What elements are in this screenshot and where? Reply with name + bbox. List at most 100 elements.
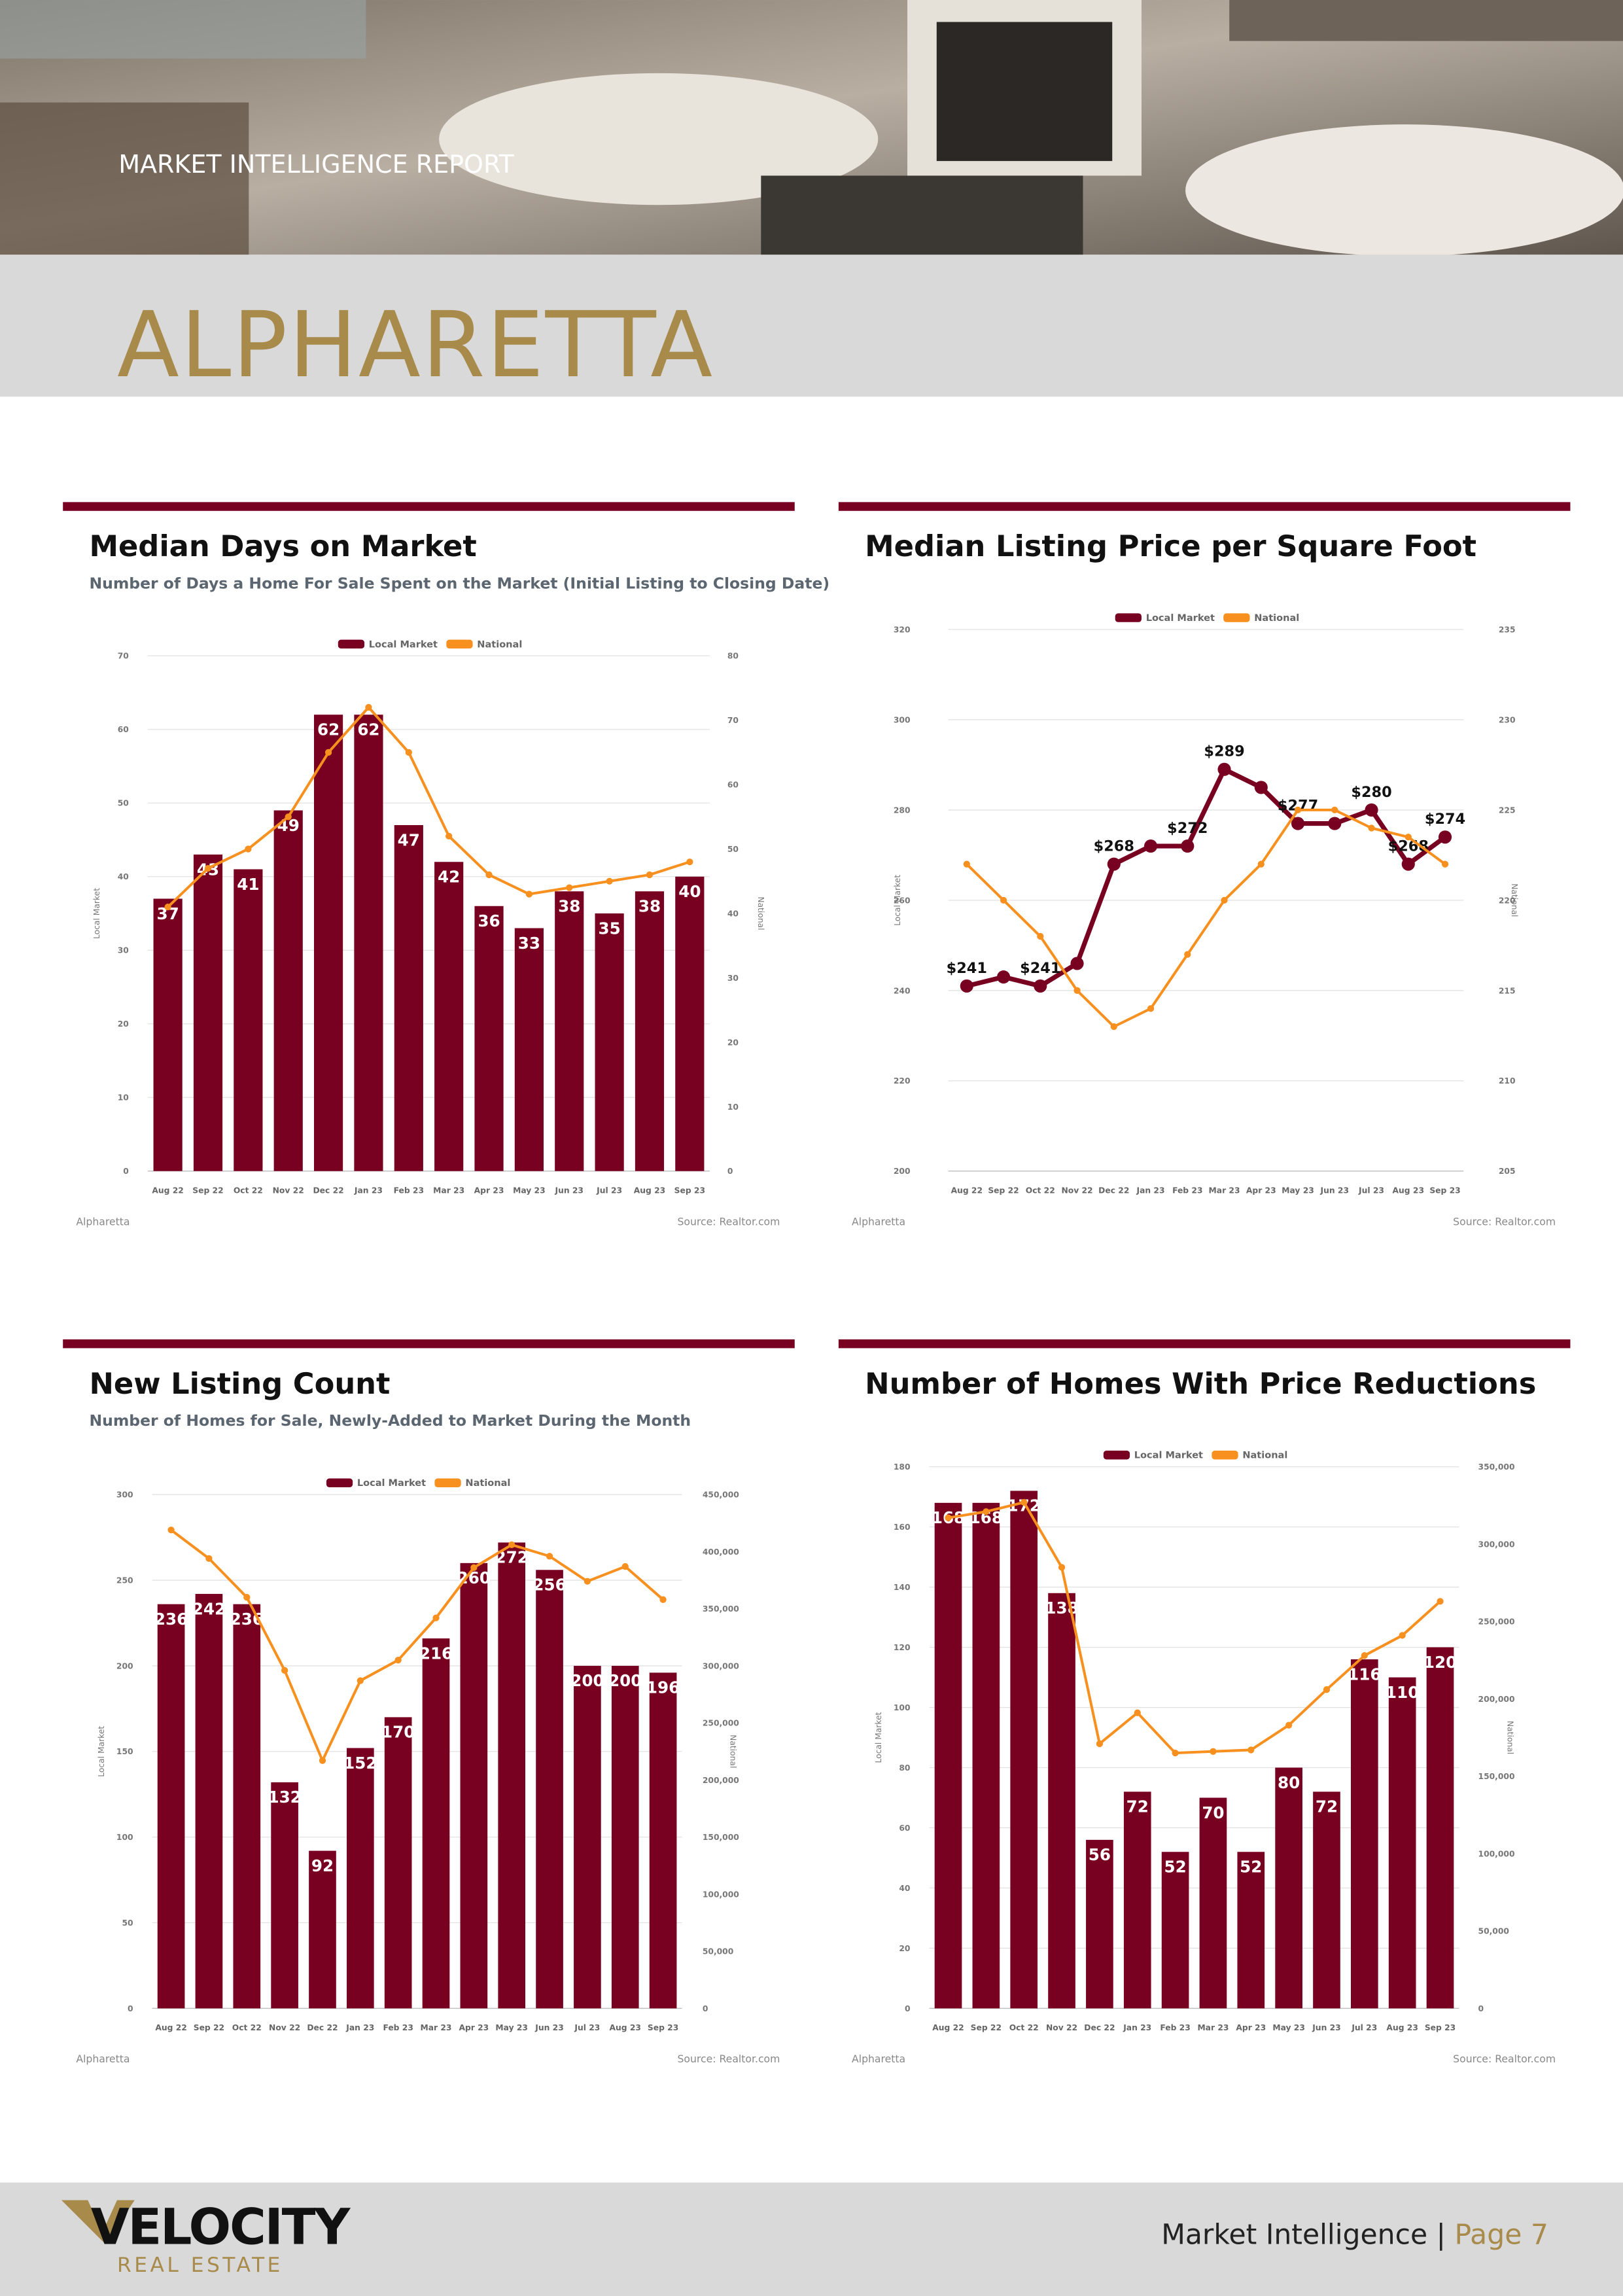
y2-axis-title: National [728,1735,737,1768]
y2-tick-label: 350,000 [703,1604,739,1614]
bar-value-label: 242 [192,1599,226,1618]
bar-value-label: 138 [1045,1598,1078,1617]
bar [649,1672,677,2009]
y-tick-label: 20 [899,1944,910,1953]
title-band [0,255,1623,397]
line-point [1437,1598,1444,1605]
line-point [1134,1709,1141,1716]
bar [595,913,624,1171]
bar-value-label: 36 [478,911,500,930]
x-tick-label: Nov 22 [269,2023,300,2032]
bar-value-label: 47 [398,830,420,849]
line-point [405,749,412,756]
line-point [1107,857,1121,871]
bar [309,1850,336,2009]
bar [273,810,303,1171]
y2-tick-label: 20 [727,1038,739,1047]
bar-value-label: 200 [608,1671,642,1690]
point-value-label: $241 [1020,960,1060,977]
line-point [1000,896,1007,904]
bar-value-label: 132 [268,1788,301,1807]
y-tick-label: 50 [118,799,129,808]
bar-value-label: 170 [381,1723,415,1742]
bar-value-label: 216 [419,1644,453,1663]
y2-tick-label: 400,000 [703,1547,739,1557]
logo-mark [61,2200,135,2244]
chart-title: Median Listing Price per Square Foot [865,529,1476,563]
x-tick-label: Mar 23 [421,2023,452,2032]
legend-swatch [1212,1451,1238,1460]
y-tick-label: 180 [894,1462,911,1472]
point-value-label: $241 [947,960,987,977]
bar-value-label: 42 [438,868,460,887]
footnote: Source: Realtor.com [677,1216,780,1228]
bar [193,854,223,1171]
x-tick-label: Mar 23 [1209,1186,1240,1195]
y2-tick-label: 300,000 [703,1661,739,1670]
x-tick-label: May 23 [1282,1186,1314,1195]
line-point [1368,824,1375,832]
panel-rule [838,502,1571,511]
point-value-label: $268 [1094,838,1134,855]
y-tick-label: 300 [116,1491,133,1500]
footnote: Alpharetta [852,1216,905,1228]
line-point [432,1614,440,1621]
x-tick-label: Sep 22 [194,2023,224,2032]
y2-tick-label: 210 [1499,1076,1516,1086]
bar-value-label: 40 [678,882,701,901]
line-point [1331,806,1338,814]
footnote: Source: Realtor.com [1453,1216,1556,1228]
y-tick-label: 240 [894,986,911,995]
y-tick-label: 10 [118,1093,129,1103]
bar [1275,1767,1302,2009]
bar [972,1502,1000,2009]
line-point [606,877,613,885]
point-value-label: $272 [1167,820,1208,837]
y-tick-label: 60 [899,1824,910,1833]
x-tick-label: Feb 23 [1172,1186,1202,1195]
chart-title: Median Days on Market [89,529,476,563]
bar-value-label: 72 [1126,1797,1149,1816]
line-point [1323,1686,1331,1693]
point-value-label: $274 [1425,811,1465,828]
y2-tick-label: 450,000 [703,1491,739,1500]
legend-swatch [1103,1451,1130,1460]
line-point [1291,817,1305,830]
x-tick-label: Jan 23 [1123,2023,1151,2032]
y-tick-label: 220 [894,1076,911,1086]
legend-label: Local Market [369,639,438,650]
line-point [1328,817,1342,830]
footnote: Alpharetta [852,2053,905,2065]
x-tick-label: Apr 23 [1236,2023,1266,2032]
x-tick-label: Feb 23 [383,2023,413,2032]
line-point [1441,860,1449,868]
legend-swatch [326,1478,353,1487]
x-tick-label: Aug 23 [1393,1186,1424,1195]
footer-band [0,2182,1623,2296]
bar [460,1563,488,2009]
y2-tick-label: 235 [1499,625,1516,634]
x-tick-label: May 23 [1272,2023,1305,2032]
panel-rule [838,1339,1571,1349]
line-point [1147,1005,1155,1012]
y-tick-label: 320 [894,625,911,634]
bar [234,869,263,1171]
x-tick-label: Sep 22 [971,2023,1002,2032]
y-tick-label: 280 [894,805,911,815]
bar [384,1717,412,2009]
bar [514,928,544,1171]
legend-swatch [1223,613,1250,622]
bar-value-label: 80 [1278,1773,1300,1792]
line-point [1070,957,1084,970]
y-tick-label: 160 [894,1523,911,1532]
x-tick-label: Mar 23 [1197,2023,1229,2032]
line-point [1254,781,1268,794]
y2-tick-label: 200,000 [703,1776,739,1785]
bar [1388,1677,1416,2009]
line-point [1210,1748,1217,1755]
y2-tick-label: 150,000 [1478,1772,1515,1781]
line [966,767,1447,989]
line-point [470,1564,478,1571]
x-tick-label: Aug 23 [1386,2023,1418,2032]
line-point [1221,896,1228,904]
